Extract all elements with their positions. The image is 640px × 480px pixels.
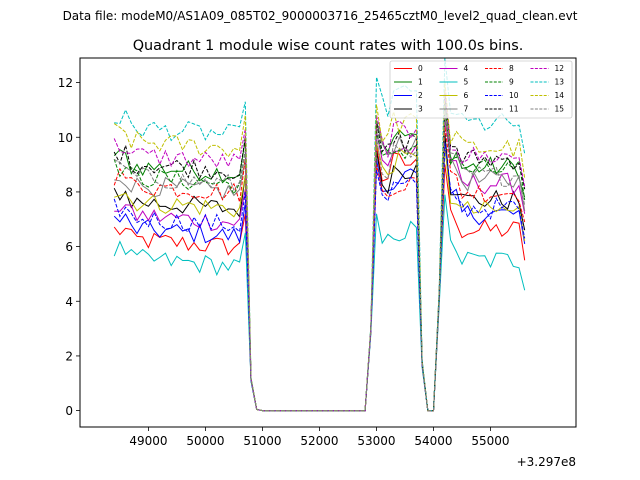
plot-frame: [79, 57, 577, 428]
legend-label: 6: [464, 91, 469, 100]
x-tick-label: 50000: [186, 434, 224, 448]
y-tick-label: 10: [58, 131, 73, 145]
legend-label: 10: [509, 91, 519, 100]
y-tick-label: 12: [58, 76, 73, 90]
legend-label: 11: [509, 105, 519, 114]
legend-label: 5: [464, 78, 469, 87]
legend-label: 1: [418, 78, 423, 87]
y-tick-label: 4: [65, 295, 73, 309]
y-tick-label: 8: [65, 185, 73, 199]
legend-label: 4: [464, 64, 469, 73]
x-axis-ticks: 49000 50000 51000 52000 53000 54000 55000: [129, 427, 510, 448]
legend-label: 2: [418, 91, 423, 100]
x-tick-label: 55000: [471, 434, 509, 448]
legend-label: 13: [555, 78, 565, 87]
x-tick-label: 54000: [414, 434, 452, 448]
series-line-15: [113, 109, 526, 412]
x-tick-label: 51000: [243, 434, 281, 448]
y-tick-label: 6: [65, 240, 73, 254]
legend-label: 15: [555, 105, 565, 114]
legend-label: 0: [418, 64, 423, 73]
legend-frame: [389, 60, 573, 119]
chart-title: Quadrant 1 module wise count rates with …: [133, 38, 524, 54]
legend-label: 9: [509, 78, 514, 87]
x-axis-offset-label: +3.297e8: [517, 455, 576, 469]
legend-label: 7: [464, 105, 469, 114]
y-tick-label: 2: [65, 349, 73, 363]
legend-label: 14: [555, 91, 565, 100]
series-layer: [113, 58, 526, 412]
legend-label: 12: [555, 64, 565, 73]
legend-label: 8: [509, 64, 514, 73]
figure-suptitle: Data file: modeM0/AS1A09_085T02_90000037…: [63, 9, 578, 23]
legend-label: 3: [418, 105, 423, 114]
y-axis-ticks: 0 2 4 6 8 10 12: [58, 76, 80, 418]
x-tick-label: 49000: [129, 434, 167, 448]
y-tick-label: 0: [65, 404, 73, 418]
x-tick-label: 52000: [300, 434, 338, 448]
x-tick-label: 53000: [357, 434, 395, 448]
